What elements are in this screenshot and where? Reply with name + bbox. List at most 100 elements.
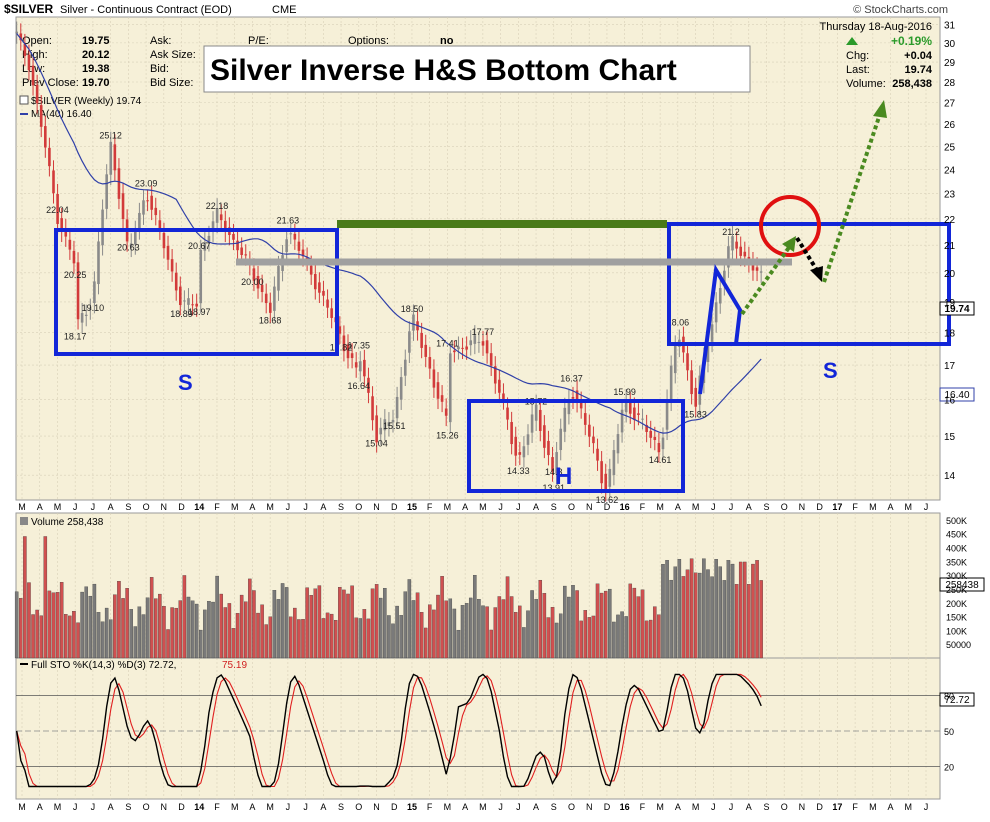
price-label: 16.64	[348, 381, 371, 391]
volume-bar	[726, 560, 731, 659]
price-label: 17.41	[436, 339, 459, 349]
volume-bar	[297, 619, 301, 659]
x-axis-tick: A	[249, 502, 255, 512]
volume-bar	[174, 607, 178, 659]
price-label: 15.26	[436, 430, 459, 440]
volume-bar	[583, 610, 588, 659]
volume-bar	[145, 597, 150, 659]
right-shoulder-label: S	[823, 358, 838, 383]
price-axis-tick: 25	[944, 142, 956, 153]
x-axis-tick: O	[143, 502, 150, 512]
price-bar-body	[330, 308, 333, 318]
price-bar-body	[493, 366, 497, 384]
price-bar-body	[371, 396, 374, 421]
x-axis-tick: D	[816, 502, 823, 512]
x-axis-tick: A	[37, 802, 43, 812]
volume-bar	[546, 617, 551, 659]
volume-bar	[448, 598, 453, 659]
volume-bar	[199, 629, 203, 659]
volume-bar	[383, 588, 387, 659]
volume-bar	[644, 620, 649, 659]
volume-bar	[710, 576, 714, 659]
volume-bar	[346, 593, 350, 659]
x-axis-tick: M	[869, 802, 877, 812]
volume-bar	[468, 597, 473, 659]
volume-bar	[215, 575, 219, 659]
x-axis-tick: A	[533, 502, 539, 512]
volume-axis-tick: 300K	[946, 571, 967, 581]
x-axis-tick: M	[692, 802, 700, 812]
price-axis-tick: 26	[944, 120, 956, 131]
price-axis-tick: 29	[944, 58, 956, 69]
x-axis-tick: A	[249, 802, 255, 812]
x-axis-tick: N	[586, 502, 593, 512]
prev-close-label: Prev Close:	[22, 77, 79, 89]
volume-bar	[219, 593, 223, 659]
price-axis-tick: 24	[944, 165, 956, 176]
price-label: 13.91	[542, 483, 565, 493]
price-axis: 31 30 29 28 27 26 25 24 23 22 21 20 19 18 17 16 15 14	[944, 20, 956, 482]
price-bar-body	[273, 286, 276, 311]
price-bar-body	[268, 302, 272, 313]
price-label: 14.3	[545, 467, 563, 477]
volume-bar	[149, 577, 154, 659]
price-labels: 22.04 20.25 18.17 19.10 25.12 20.63 23.09 18.89…	[46, 131, 740, 505]
volume-bar	[154, 598, 158, 659]
price-bar-body	[518, 452, 522, 455]
volume-bar	[681, 576, 686, 659]
volume-bar	[329, 613, 334, 659]
price-bar-body	[72, 250, 76, 264]
price-bar-body	[534, 404, 538, 421]
volume-bar	[227, 603, 232, 659]
price-label: 20.00	[241, 277, 264, 287]
price-label: 17.35	[348, 340, 371, 350]
volume-bar	[194, 603, 199, 659]
price-bar-body	[183, 300, 186, 302]
ma40-line	[16, 33, 762, 434]
volume-bar	[456, 629, 461, 659]
x-axis-tick: J	[91, 502, 96, 512]
x-axis-tick: J	[498, 502, 503, 512]
volume-axis-tick: 200K	[946, 599, 967, 609]
volume-bar	[207, 601, 211, 659]
volume-bar	[125, 588, 129, 659]
volume-bar	[419, 612, 424, 659]
price-bar-body	[526, 434, 530, 445]
x-axis-tick: S	[125, 502, 131, 512]
price-bar-body	[575, 390, 579, 403]
price-bar-body	[162, 232, 166, 249]
price-bar-body	[383, 419, 387, 431]
volume-bar	[563, 585, 567, 659]
price-bar-body	[530, 414, 534, 433]
price-bar-body	[56, 194, 59, 224]
x-axis-tick: A	[675, 802, 681, 812]
price-bar-body	[604, 473, 608, 492]
volume-bar	[698, 572, 702, 659]
price-bar-body	[199, 249, 203, 304]
price-bar-body	[358, 361, 362, 372]
right-shoulder-box	[667, 222, 951, 346]
pattern-zigzag	[698, 264, 743, 395]
x-axis-tick: 14	[194, 802, 204, 812]
x-axis-tick: S	[338, 502, 344, 512]
x-axis-tick: 15	[407, 502, 417, 512]
price-bar-body	[146, 200, 149, 202]
volume-bar	[162, 606, 166, 659]
volume-bar	[702, 558, 706, 659]
sto-axis-tick: 20	[944, 762, 954, 772]
price-label: 15.51	[383, 421, 406, 431]
volume-bar	[358, 618, 363, 659]
price-bar-body	[420, 332, 423, 348]
volume-bar	[608, 588, 612, 659]
volume-bar	[485, 606, 489, 659]
volume-bar	[387, 615, 391, 659]
x-axis-tick: J	[729, 502, 734, 512]
price-label: 18.06	[667, 318, 690, 328]
price-bar-body	[399, 377, 403, 400]
volume-bar	[64, 614, 68, 659]
price-bar-body	[424, 344, 428, 357]
price-bar-body	[68, 239, 72, 250]
x-axis-tick: D	[604, 502, 611, 512]
price-axis-tick: 22	[944, 215, 956, 226]
x-axis-tick: M	[869, 502, 877, 512]
